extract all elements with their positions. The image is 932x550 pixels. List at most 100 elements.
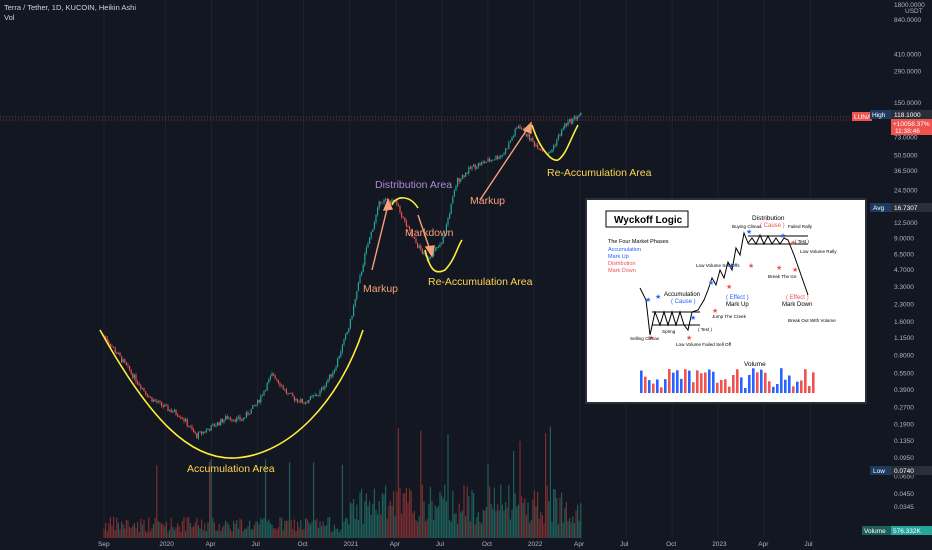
- lbl-accumulation: Accumulation: [664, 292, 700, 298]
- volume-bar: [231, 531, 233, 538]
- volume-bar: [562, 522, 564, 538]
- price-tick: 9.0000: [894, 236, 914, 243]
- candle-body: [258, 399, 260, 403]
- volume-bar: [141, 524, 143, 538]
- candle-body: [380, 201, 382, 204]
- volume-tag-name: Volume: [864, 528, 886, 535]
- candle-body: [321, 387, 323, 391]
- volume-bar: [282, 530, 284, 538]
- candle-body: [369, 237, 371, 244]
- candle-body: [271, 373, 273, 377]
- candle-body: [497, 156, 499, 159]
- volume-bar: [257, 521, 259, 538]
- candle-body: [138, 383, 140, 386]
- lbl-break-ice: Break The Ice: [768, 274, 797, 279]
- candle-body: [477, 163, 479, 168]
- candle-body: [316, 394, 318, 396]
- candle-body: [165, 405, 167, 406]
- price-tick: 73.0000: [894, 135, 918, 142]
- candle-body: [135, 374, 137, 382]
- candle-body: [554, 145, 556, 146]
- candle-body: [463, 175, 465, 177]
- volume-bar: [247, 526, 249, 538]
- volume-bar: [498, 510, 500, 538]
- volume-bar: [281, 517, 283, 538]
- volume-bar: [103, 528, 105, 538]
- candle-body: [306, 402, 308, 404]
- volume-bar: [223, 525, 225, 538]
- candle-body: [513, 135, 515, 138]
- inset-volume-bar: [752, 368, 755, 393]
- candle-body: [188, 426, 190, 428]
- volume-bar: [169, 529, 171, 538]
- luna-tag: LUNA: [854, 114, 872, 121]
- candle-body: [261, 395, 263, 397]
- candle-body: [428, 257, 430, 260]
- volume-bar: [149, 531, 151, 538]
- inset-labels: Distribution ( Cause ) Buying Climax Fai…: [630, 215, 837, 368]
- volume-bar: [113, 516, 115, 538]
- time-tick: 2021: [344, 541, 359, 548]
- volume-bar: [266, 521, 268, 538]
- candle-body: [292, 393, 294, 397]
- candle-body: [143, 388, 145, 391]
- volume-bar: [375, 509, 377, 538]
- candle-body: [441, 243, 443, 245]
- markup-arrow-2-head: [522, 121, 532, 135]
- volume-bar: [173, 529, 175, 538]
- time-tick: 2020: [159, 541, 174, 548]
- candle-body: [405, 221, 407, 227]
- volume-bar: [441, 495, 443, 538]
- avg-tag-value: 16.7307: [894, 205, 918, 212]
- candle-body: [361, 271, 363, 276]
- candle-body: [327, 379, 329, 383]
- phase-accumulation: Accumulation: [608, 247, 641, 253]
- candle-body: [397, 203, 399, 206]
- candle-body: [173, 409, 175, 412]
- volume-bar: [261, 519, 263, 538]
- volume-bar: [543, 523, 545, 538]
- volume-bar: [477, 512, 479, 538]
- inset-volume-bar: [748, 374, 751, 393]
- price-axis-unit: USDT: [905, 8, 923, 15]
- volume-bar: [445, 501, 447, 538]
- volume-bar: [356, 504, 358, 538]
- volume-bar: [341, 464, 343, 538]
- volume-bar: [181, 520, 183, 538]
- candle-body: [279, 383, 281, 386]
- candle-body: [481, 162, 483, 166]
- markdown-arrow: [417, 214, 431, 251]
- price-labels: LUNA High 118.1000 +10058.37% 11:38:46 A…: [852, 110, 932, 535]
- wyckoff-inset: Wyckoff Logic The Four Market Phases Acc…: [585, 198, 867, 404]
- candle-body: [364, 253, 366, 265]
- volume-bar: [429, 486, 431, 538]
- candle-body: [226, 416, 228, 420]
- candle-body: [129, 365, 131, 371]
- volume-bar: [236, 520, 238, 538]
- candle-body: [565, 123, 567, 126]
- inset-volume-bar: [656, 379, 659, 393]
- volume-bar: [199, 528, 201, 538]
- candle-body: [109, 343, 111, 347]
- volume-bar: [217, 530, 219, 538]
- candle-body: [508, 142, 510, 149]
- inset-volume-bar: [736, 369, 739, 393]
- volume-bar: [303, 528, 305, 538]
- volume-bar: [471, 489, 473, 538]
- price-tick: 4.7000: [894, 267, 914, 274]
- volume-bar: [426, 519, 428, 538]
- vol-label: Vol: [4, 13, 15, 22]
- star-red: ★: [648, 334, 654, 342]
- candle-body: [354, 299, 356, 307]
- volume-bar: [319, 521, 321, 538]
- volume-bar: [145, 531, 147, 538]
- candle-body: [244, 417, 246, 419]
- candle-body: [389, 201, 391, 205]
- volume-bar: [378, 500, 380, 538]
- candle-body: [525, 134, 527, 137]
- volume-bar: [497, 504, 499, 538]
- candle-body: [130, 370, 132, 374]
- volume-bar: [305, 518, 307, 538]
- phase-distribution: Distribution: [608, 261, 636, 267]
- volume-bar: [340, 529, 342, 538]
